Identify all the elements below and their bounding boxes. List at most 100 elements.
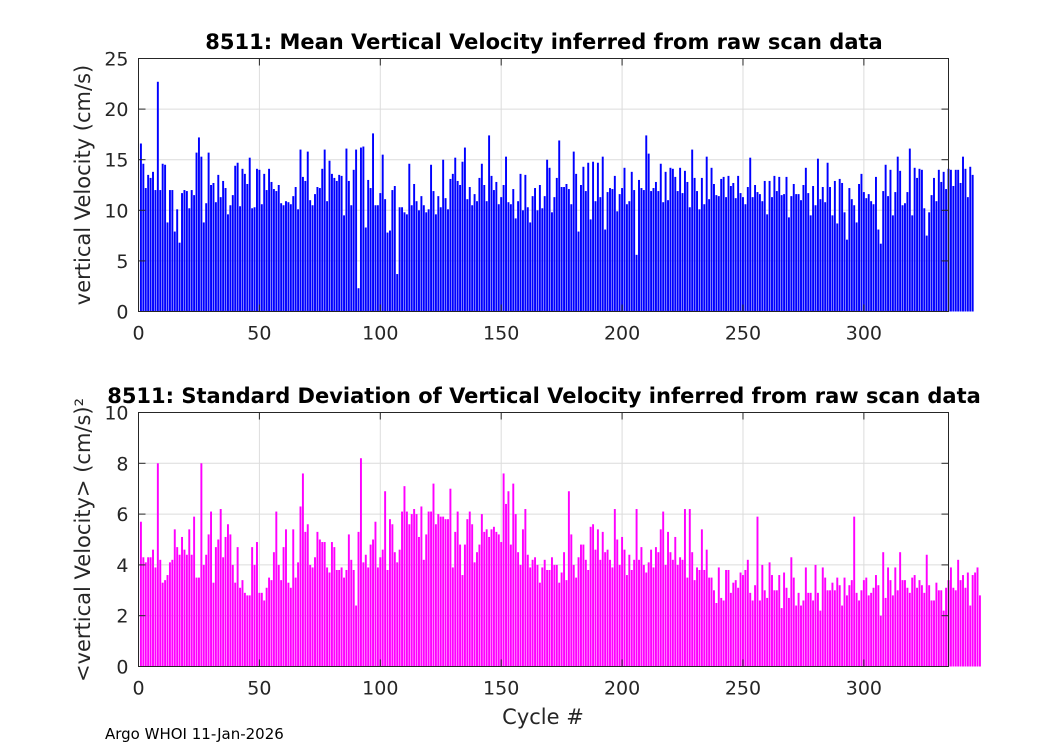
chart-title: 8511: Mean Vertical Velocity inferred fr… <box>205 30 882 54</box>
bar <box>705 156 708 312</box>
bar <box>957 559 960 667</box>
bar <box>480 514 483 667</box>
x-tick-label: 0 <box>132 678 144 700</box>
bar <box>601 156 604 312</box>
bar <box>792 577 795 667</box>
bar <box>374 205 377 312</box>
bar-series <box>139 81 974 312</box>
bar <box>403 212 406 312</box>
bar <box>326 201 329 312</box>
bar <box>870 592 873 667</box>
mean-velocity-chart: 8511: Mean Vertical Velocity inferred fr… <box>71 30 974 345</box>
bar <box>587 162 590 312</box>
bar <box>139 143 142 312</box>
bar <box>197 577 200 667</box>
bar <box>251 547 254 667</box>
bar <box>688 509 691 667</box>
bar <box>282 205 285 312</box>
bar <box>159 559 162 667</box>
bar <box>509 544 512 667</box>
y-tick-label: 8 <box>116 453 128 475</box>
bar <box>251 208 254 312</box>
bar <box>795 194 798 312</box>
bar <box>541 567 544 667</box>
bar <box>744 569 747 667</box>
bar <box>870 201 873 312</box>
y-tick-label: 10 <box>104 200 128 222</box>
bar <box>744 204 747 312</box>
bar <box>362 146 365 312</box>
bar <box>362 562 365 667</box>
bar <box>183 549 186 667</box>
bar <box>403 486 406 667</box>
bar <box>633 190 636 312</box>
bar <box>754 585 757 667</box>
bar <box>289 204 292 312</box>
bar <box>867 595 870 667</box>
bar <box>297 209 300 312</box>
bar <box>546 569 549 667</box>
bar <box>913 575 916 667</box>
bar <box>729 592 732 667</box>
bar <box>497 534 500 667</box>
bar <box>582 166 585 312</box>
bar <box>210 511 212 667</box>
bar <box>908 148 911 312</box>
bar <box>862 192 865 312</box>
bar <box>725 569 728 667</box>
bar <box>824 577 827 667</box>
bar <box>330 173 333 312</box>
bar <box>618 564 621 667</box>
bar <box>234 165 237 312</box>
bar <box>766 597 769 667</box>
bar <box>185 191 188 312</box>
bar <box>761 201 764 312</box>
y-tick-label: 10 <box>104 403 128 425</box>
bar <box>461 161 464 312</box>
bar <box>289 587 292 667</box>
bar <box>260 204 263 312</box>
bar <box>398 549 401 667</box>
bar <box>548 569 551 667</box>
bar <box>853 205 856 312</box>
bar <box>845 239 848 312</box>
bar <box>935 201 938 312</box>
bar <box>773 590 776 667</box>
bar <box>700 529 703 667</box>
bar <box>514 218 517 312</box>
bar <box>551 212 553 312</box>
bar <box>142 557 145 667</box>
bar <box>536 210 539 312</box>
bar <box>940 590 943 667</box>
bar <box>328 160 331 312</box>
bar <box>306 151 309 312</box>
bar <box>819 199 822 312</box>
bar <box>683 170 686 312</box>
bar <box>592 161 595 312</box>
bar <box>891 215 894 312</box>
bar <box>393 552 396 667</box>
tick-labels: 0 50 100 150 200 250 300 0 5 10 15 20 25 <box>104 49 949 345</box>
bar <box>168 562 171 667</box>
bar <box>449 488 452 667</box>
bar <box>538 185 541 312</box>
bar <box>376 567 379 667</box>
bar <box>829 187 831 312</box>
bar <box>509 204 512 312</box>
bar <box>584 191 587 312</box>
bar <box>790 557 793 667</box>
bar <box>384 199 387 312</box>
bar <box>253 564 256 667</box>
bar <box>618 194 621 312</box>
bar <box>734 198 737 312</box>
bar <box>507 202 510 312</box>
bar <box>323 149 326 312</box>
bar <box>480 163 483 312</box>
bar <box>256 168 258 312</box>
bar <box>645 135 648 312</box>
bar <box>742 575 744 667</box>
bar <box>272 552 275 667</box>
bar <box>159 190 162 312</box>
bar <box>502 473 505 667</box>
bar <box>969 166 972 312</box>
